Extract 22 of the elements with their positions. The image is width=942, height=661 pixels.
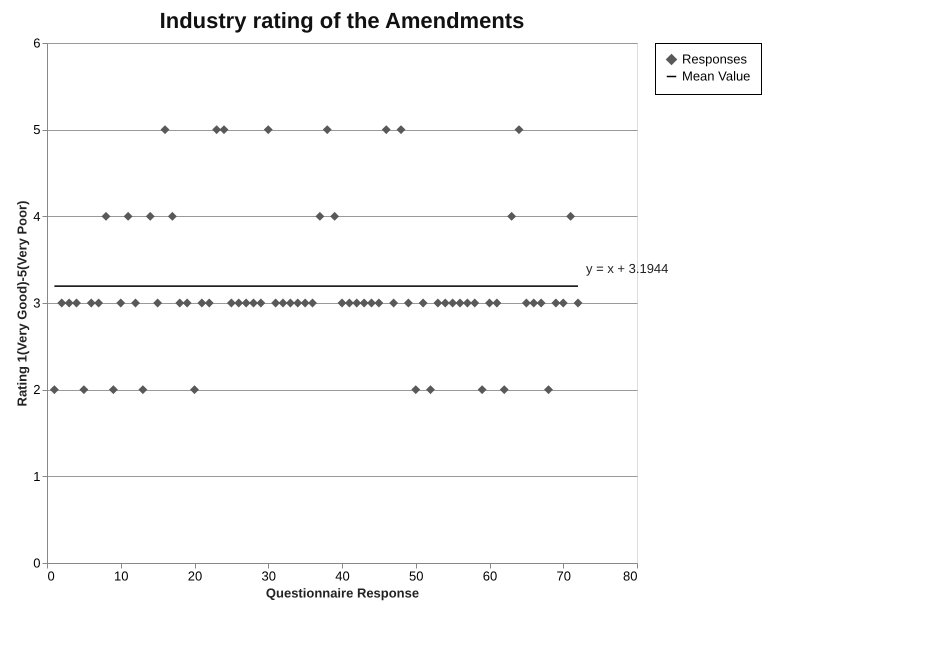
y-tick-label: 0: [33, 556, 40, 570]
legend-label: Mean Value: [682, 68, 750, 84]
y-tick-label: 5: [33, 122, 40, 138]
x-tick-label: 10: [114, 568, 128, 584]
y-tick-label: 3: [33, 296, 40, 310]
y-tick-label: 2: [33, 382, 40, 398]
x-tick-label: 70: [556, 568, 571, 584]
x-tick-label: 40: [335, 568, 350, 584]
y-axis-title: Rating 1(Very Good)-5(Very Poor): [14, 200, 30, 406]
x-axis-title: Questionnaire Response: [266, 586, 420, 600]
x-tick-label: 50: [409, 568, 424, 584]
annotation: y = x + 3.1944: [586, 261, 668, 276]
legend-label: Responses: [682, 52, 748, 66]
x-tick-label: 60: [482, 568, 498, 584]
x-tick-label: 0: [48, 568, 55, 584]
y-tick-label: 4: [33, 208, 40, 224]
x-tick-label: 30: [262, 568, 276, 584]
y-tick-label: 1: [33, 468, 40, 484]
chart-title: Industry rating of the Amendments: [160, 8, 524, 33]
y-tick-label: 6: [33, 36, 40, 50]
x-tick-label: 80: [623, 568, 638, 584]
x-tick-label: 20: [188, 568, 202, 584]
